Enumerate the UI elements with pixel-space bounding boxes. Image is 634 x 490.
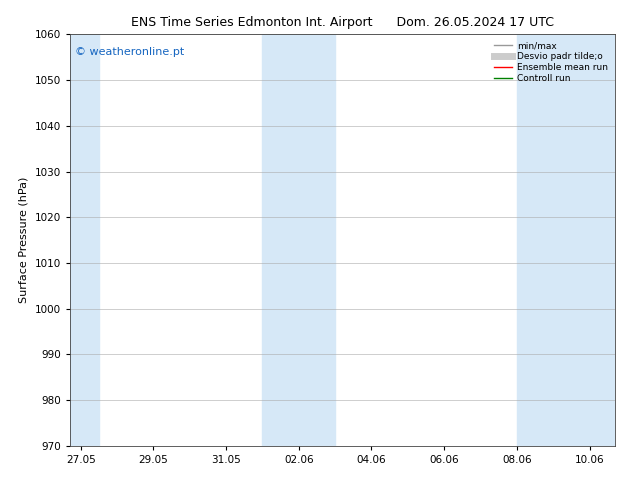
Text: © weatheronline.pt: © weatheronline.pt	[75, 47, 184, 57]
Legend: min/max, Desvio padr tilde;o, Ensemble mean run, Controll run: min/max, Desvio padr tilde;o, Ensemble m…	[491, 39, 611, 86]
Y-axis label: Surface Pressure (hPa): Surface Pressure (hPa)	[19, 177, 29, 303]
Bar	[517, 34, 615, 446]
Bar	[262, 34, 335, 446]
Title: ENS Time Series Edmonton Int. Airport      Dom. 26.05.2024 17 UTC: ENS Time Series Edmonton Int. Airport Do…	[131, 16, 554, 29]
Bar	[70, 34, 99, 446]
